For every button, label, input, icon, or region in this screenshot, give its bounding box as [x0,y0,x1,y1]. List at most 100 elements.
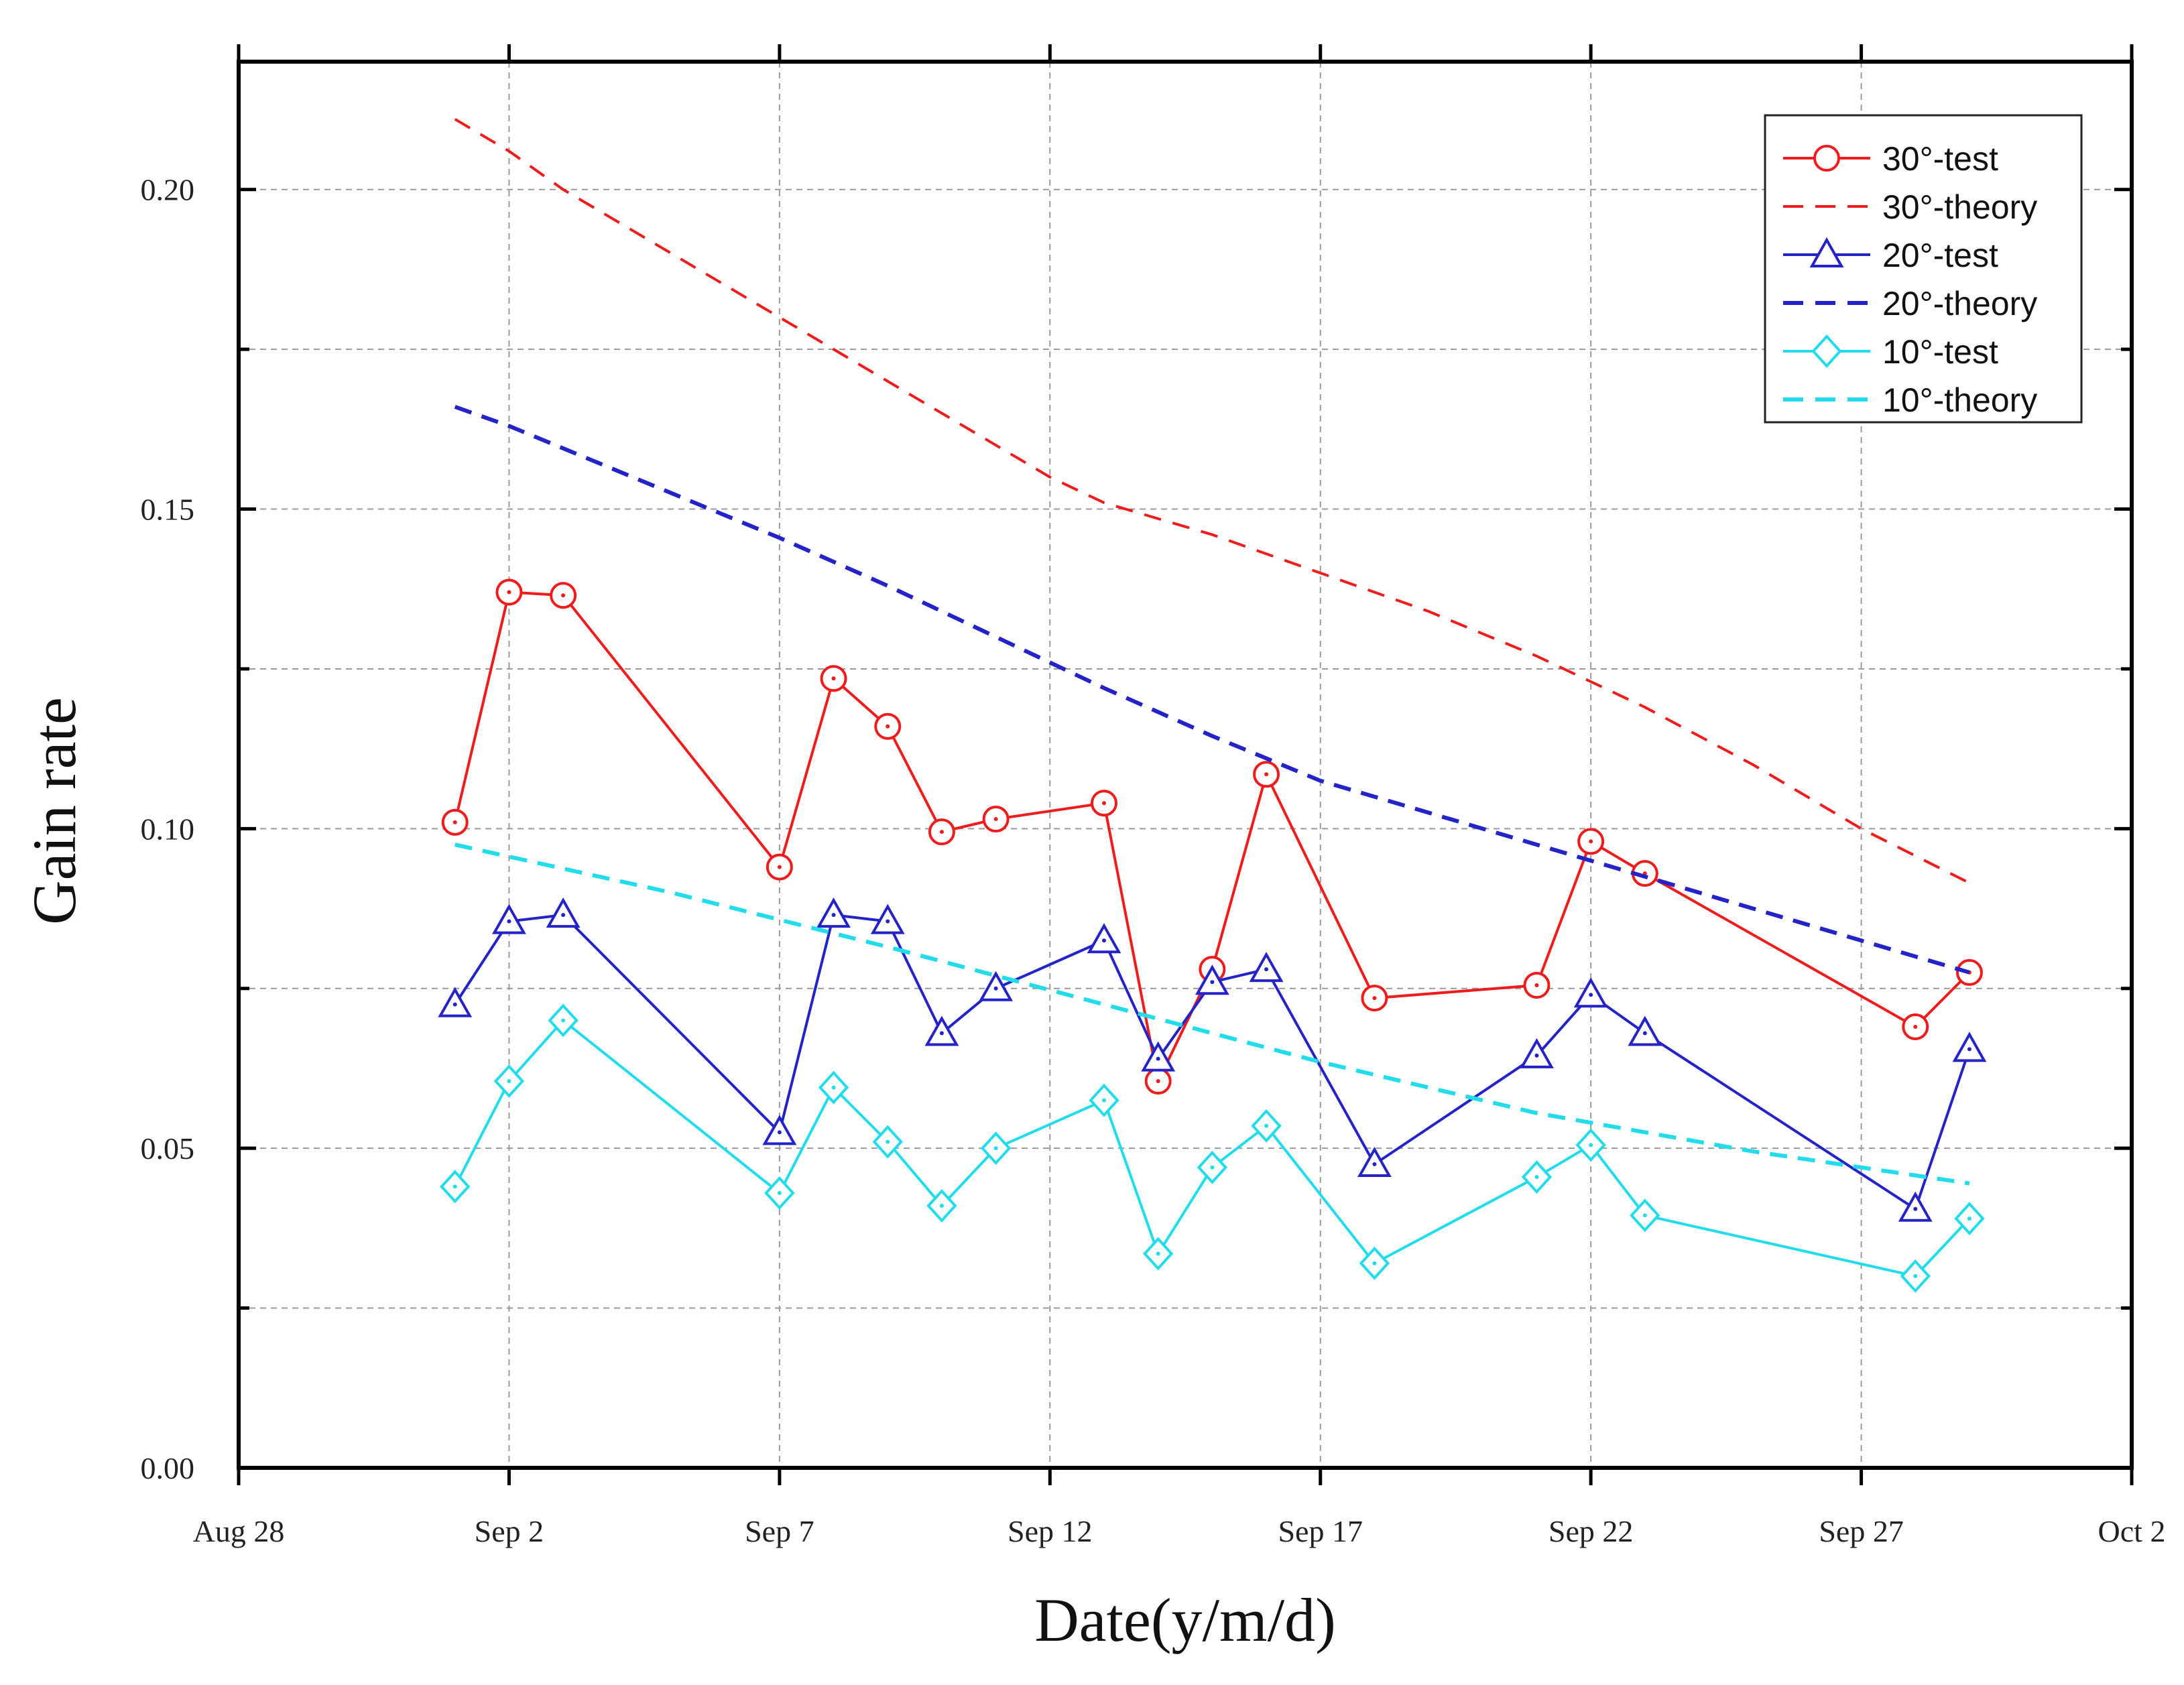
x-tick-label: Sep 12 [1008,1514,1093,1548]
data-point-center-30-deg-test [777,865,782,869]
axis-ticks [237,44,2134,1485]
x-tick-label: Sep 7 [745,1514,814,1548]
y-axis-title: Gain rate [20,697,88,925]
data-point-center-10-deg-test [1264,1123,1269,1128]
x-axis-title: Date(y/m/d) [1034,1586,1336,1654]
legend-marker-20-deg-test [1809,237,1844,267]
legend-entry-30-deg-theory: 30°-theory [1783,188,2037,226]
data-point-center-20-deg-test [1101,938,1106,943]
data-point-center-20-deg-test [1372,1162,1377,1167]
data-point-center-20-deg-test [1534,1053,1539,1058]
data-point-center-30-deg-test [507,590,511,595]
data-point-center-10-deg-test [507,1079,511,1084]
data-point-center-20-deg-test [939,1031,944,1036]
data-point-center-30-deg-test [831,676,836,681]
data-point-center-10-deg-test [777,1190,782,1195]
series-30-deg-theory [454,118,1970,885]
x-tick-label: Sep 2 [475,1514,544,1548]
y-tick-label: 0.10 [141,812,195,846]
x-tick-label: Sep 17 [1278,1514,1363,1548]
legend-label-30-deg-theory: 30°-theory [1882,188,2037,226]
data-point-center-10-deg-test [886,1139,890,1144]
data-point-center-20-deg-test [886,919,890,924]
legend-entry-10-deg-theory: 10°-theory [1783,381,2037,419]
series-line-30-deg-theory [454,118,1970,885]
legend-entries: 30°-test 30°-theory 20°-test 20°-theory 10°-… [1783,140,2037,419]
data-point-center-20-deg-test [993,986,998,991]
series-line-30-deg-test [453,590,1971,1083]
legend-entry-20-deg-test: 20°-test [1783,237,1998,274]
x-tick-label: Oct 2 [2098,1514,2166,1548]
data-point-center-10-deg-test [1210,1165,1215,1170]
legend-marker-30-deg-test [1813,145,1840,172]
data-point-center-20-deg-test [1589,993,1593,997]
legend-box [1764,114,2083,424]
data-point-center-30-deg-test [1534,983,1539,988]
x-tick-labels: Aug 28 Sep 2 Sep 7 Sep 12 Sep 17 Sep 22 Sep 27… [193,1514,2166,1548]
x-tick-label: Aug 28 [193,1514,285,1548]
series-line-10-deg-theory [454,842,1970,1186]
legend-label-20-deg-test: 20°-test [1882,237,1998,274]
data-point-center-20-deg-test [452,1002,457,1007]
legend-label-10-deg-test: 10°-test [1882,333,1998,371]
data-point-center-10-deg-test [993,1146,998,1151]
y-tick-label: 0.20 [141,173,195,207]
data-point-center-20-deg-test [1264,967,1269,972]
legend-label-30-deg-test: 30°-test [1882,140,1998,178]
x-tick-label: Sep 27 [1819,1514,1904,1548]
data-point-center-30-deg-test [1156,1079,1160,1084]
legend-entry-30-deg-test: 30°-test [1783,140,1998,178]
data-point-center-10-deg-test [1913,1273,1918,1278]
data-point-center-10-deg-test [1156,1251,1160,1256]
legend-entry-10-deg-test: 10°-test [1783,333,1998,371]
data-point-center-30-deg-test [1372,996,1377,1001]
x-tick-label: Sep 22 [1549,1514,1634,1548]
data-point-center-10-deg-test [1589,1143,1593,1147]
series-30-deg-test [441,578,1983,1095]
data-point-center-30-deg-test [1101,801,1106,806]
grid [239,62,2132,1468]
data-point-center-10-deg-test [561,1018,566,1023]
data-point-center-20-deg-test [1967,1047,1971,1052]
data-point-center-10-deg-test [1642,1213,1647,1218]
data-point-center-10-deg-test [1372,1261,1377,1265]
data-point-center-30-deg-test [939,830,944,834]
series-line-20-deg-theory [454,405,1970,975]
legend-marker-10-deg-test [1811,334,1842,368]
data-point-center-10-deg-test [831,1085,836,1090]
data-point-center-10-deg-test [939,1204,944,1208]
y-tick-label: 0.00 [141,1451,195,1485]
data-point-center-20-deg-test [777,1130,782,1135]
series-20-deg-theory [454,405,1970,975]
data-point-center-10-deg-test [1967,1216,1971,1221]
data-point-center-30-deg-test [886,724,890,729]
y-tick-label: 0.05 [141,1131,195,1166]
data-point-center-20-deg-test [831,913,836,918]
data-point-center-30-deg-test [1264,772,1269,777]
data-point-center-20-deg-test [1642,1031,1647,1036]
data-point-center-30-deg-test [993,817,998,822]
legend-label-20-deg-theory: 20°-theory [1882,285,2037,322]
legend-entry-20-deg-theory: 20°-theory [1783,285,2037,322]
data-point-center-20-deg-test [1913,1206,1918,1211]
series-10-deg-test [440,1003,1985,1293]
data-point-center-20-deg-test [1210,980,1215,985]
legend: 30°-test 30°-theory 20°-test 20°-theory 10°-… [1764,114,2083,424]
legend-label-10-deg-theory: 10°-theory [1882,381,2037,419]
data-point-center-20-deg-test [1156,1056,1160,1061]
data-point-center-30-deg-test [452,820,457,824]
y-tick-label: 0.15 [141,493,195,527]
data-point-center-10-deg-test [1101,1098,1106,1103]
series-line-10-deg-test [453,1019,1971,1277]
series-10-deg-theory [454,842,1970,1186]
plot-frame [237,60,2134,1470]
series-20-deg-test [438,897,1987,1222]
y-tick-labels: 0.00 0.05 0.10 0.15 0.20 [141,173,195,1485]
data-point-center-10-deg-test [1534,1175,1539,1180]
data-point-center-30-deg-test [1589,839,1593,844]
series-layer [438,118,1987,1293]
data-point-center-20-deg-test [507,919,511,924]
data-point-center-30-deg-test [1913,1024,1918,1029]
data-point-center-10-deg-test [452,1184,457,1189]
